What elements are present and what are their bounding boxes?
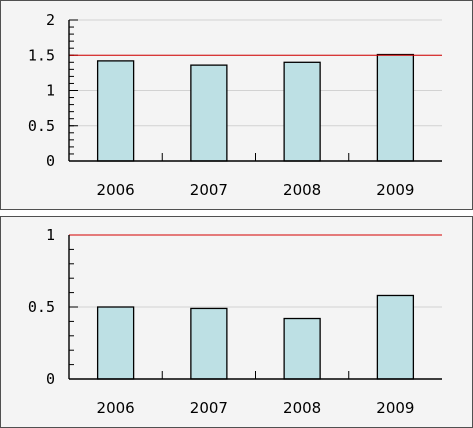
x-tick-label: 2009 [376,399,414,417]
x-tick-label: 2008 [283,181,321,199]
bar-2007 [190,307,228,380]
bar-chart-bottom: 0 0.5 1 2006 2007 2008 2009 [28,226,442,417]
bar-2009 [376,294,415,380]
y-tick-label: 0 [46,370,55,388]
chart-panel-bottom: 0 0.5 1 2006 2007 2008 2009 [0,216,473,428]
y-tick-label: 2 [46,11,55,29]
bar-2006 [96,60,135,162]
y-tick-label: 0 [46,152,55,170]
x-tick-label: 2006 [97,399,135,417]
y-tick-label: 1.5 [28,46,55,64]
chart-panel-top: 0 0.5 1 1.5 2 2006 2007 2008 2009 [0,0,473,210]
y-tick-label: 1 [46,82,55,100]
bar-2007 [190,64,228,162]
bar-2008 [283,317,321,380]
y-tick-label: 1 [46,226,55,244]
bar-chart-top: 0 0.5 1 1.5 2 2006 2007 2008 2009 [28,11,442,199]
bar-2009 [376,53,415,162]
y-tick-label: 0.5 [28,117,55,135]
x-tick-label: 2007 [190,181,228,199]
bar-2008 [283,61,321,162]
x-tick-label: 2009 [376,181,414,199]
x-tick-label: 2007 [190,399,228,417]
y-tick-label: 0.5 [28,298,55,316]
x-tick-label: 2006 [97,181,135,199]
bar-2006 [96,306,135,380]
x-tick-label: 2008 [283,399,321,417]
